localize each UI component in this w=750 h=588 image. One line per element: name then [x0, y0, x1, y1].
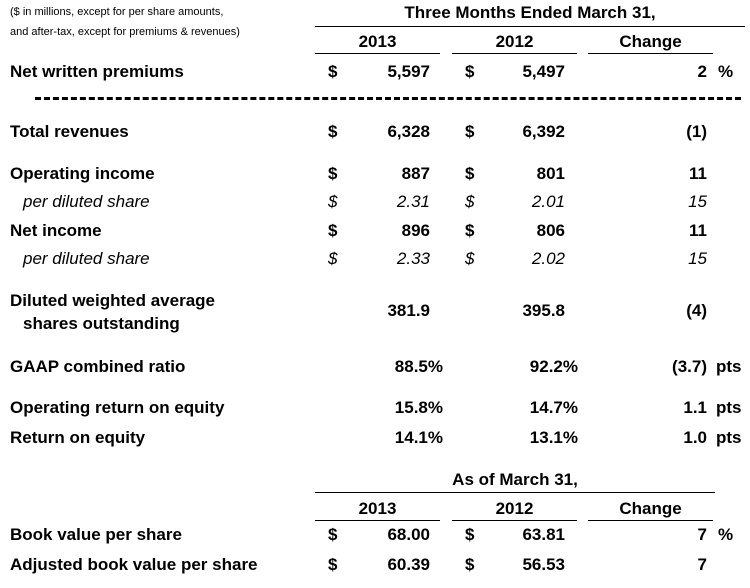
value-2013: 887 — [401, 164, 430, 183]
value-2012: 92.2% — [529, 357, 578, 376]
value-change: 11 — [689, 164, 707, 183]
column-header-2012: 2012 — [495, 32, 534, 51]
value-change: 15 — [688, 249, 707, 268]
value-2013: 2.33 — [396, 249, 430, 268]
row-label-gaap-combined-ratio: GAAP combined ratio — [10, 357, 186, 376]
value-2013: 68.00 — [387, 525, 430, 544]
column-header-2013: 2013 — [358, 499, 397, 518]
value-2012: 56.53 — [522, 555, 565, 574]
value-2012: 13.1% — [529, 428, 578, 447]
row-label-operating-return-on-equity: Operating return on equity — [10, 398, 225, 417]
dashed-separator — [35, 97, 741, 100]
value-2013: 381.9 — [387, 301, 430, 320]
currency-symbol: $ — [328, 62, 338, 81]
period-header: Three Months Ended March 31, — [404, 3, 656, 22]
change-unit: % — [718, 62, 734, 81]
change-unit: pts — [716, 398, 742, 417]
row-label-per-diluted-share: per diluted share — [23, 249, 150, 268]
currency-symbol: $ — [328, 525, 338, 544]
value-change: 7 — [697, 555, 707, 574]
value-change: (4) — [686, 301, 707, 320]
column-rule-change — [588, 53, 713, 54]
currency-symbol: $ — [328, 555, 338, 574]
currency-symbol: $ — [465, 555, 475, 574]
value-2012: 801 — [536, 164, 565, 183]
value-change: 11 — [689, 221, 707, 240]
as-of-header: As of March 31, — [452, 470, 578, 489]
value-2012: 63.81 — [522, 525, 565, 544]
value-2013: 15.8% — [394, 398, 443, 417]
value-change: 7 — [697, 525, 707, 544]
row-label-per-diluted-share: per diluted share — [23, 192, 150, 211]
row-label-net-written-premiums: Net written premiums — [10, 62, 184, 81]
currency-symbol: $ — [465, 221, 475, 240]
value-change: (1) — [686, 122, 707, 141]
value-2012: 14.7% — [529, 398, 578, 417]
value-change: 2 — [697, 62, 707, 81]
as-of-header-rule — [315, 492, 715, 493]
currency-symbol: $ — [465, 192, 475, 211]
column-header-2013: 2013 — [358, 32, 397, 51]
value-2012: 806 — [536, 221, 565, 240]
change-unit: % — [718, 525, 734, 544]
row-label-diluted-weighted-average: Diluted weighted average — [10, 291, 215, 310]
units-note-line-2: and after-tax, except for premiums & rev… — [10, 26, 240, 38]
currency-symbol: $ — [328, 122, 338, 141]
currency-symbol: $ — [465, 122, 475, 141]
value-2012: 2.02 — [531, 249, 565, 268]
value-2012: 5,497 — [522, 62, 565, 81]
currency-symbol: $ — [465, 525, 475, 544]
currency-symbol: $ — [465, 164, 475, 183]
value-2013: 2.31 — [396, 192, 430, 211]
row-label-total-revenues: Total revenues — [10, 122, 129, 141]
currency-symbol: $ — [465, 249, 475, 268]
column-header-2012: 2012 — [495, 499, 534, 518]
column-rule-2012 — [452, 53, 577, 54]
value-change: 1.0 — [683, 428, 707, 447]
currency-symbol: $ — [328, 164, 338, 183]
period-header-rule — [315, 26, 745, 27]
row-label-net-income: Net income — [10, 221, 102, 240]
currency-symbol: $ — [328, 192, 338, 211]
value-change: 15 — [688, 192, 707, 211]
value-2012: 2.01 — [531, 192, 565, 211]
column-rule-2012 — [452, 520, 577, 521]
row-label-operating-income: Operating income — [10, 164, 155, 183]
value-2013: 6,328 — [387, 122, 430, 141]
column-header-change: Change — [619, 32, 682, 51]
column-header-change: Change — [619, 499, 682, 518]
column-rule-2013 — [315, 520, 440, 521]
row-label-return-on-equity: Return on equity — [10, 428, 146, 447]
value-2012: 395.8 — [522, 301, 565, 320]
change-unit: pts — [716, 357, 742, 376]
value-2013: 60.39 — [387, 555, 430, 574]
row-label-adjusted-book-value-per-share: Adjusted book value per share — [10, 555, 258, 574]
column-rule-change — [588, 520, 713, 521]
value-2013: 5,597 — [387, 62, 430, 81]
value-2013: 88.5% — [394, 357, 443, 376]
value-change: 1.1 — [683, 398, 707, 417]
currency-symbol: $ — [328, 221, 338, 240]
row-label-shares-outstanding: shares outstanding — [23, 314, 180, 333]
currency-symbol: $ — [328, 249, 338, 268]
value-change: (3.7) — [672, 357, 707, 376]
currency-symbol: $ — [465, 62, 475, 81]
row-label-book-value-per-share: Book value per share — [10, 525, 182, 544]
change-unit: pts — [716, 428, 742, 447]
value-2013: 14.1% — [394, 428, 443, 447]
value-2012: 6,392 — [522, 122, 565, 141]
column-rule-2013 — [315, 53, 440, 54]
units-note-line-1: ($ in millions, except for per share amo… — [10, 6, 224, 18]
value-2013: 896 — [401, 221, 430, 240]
